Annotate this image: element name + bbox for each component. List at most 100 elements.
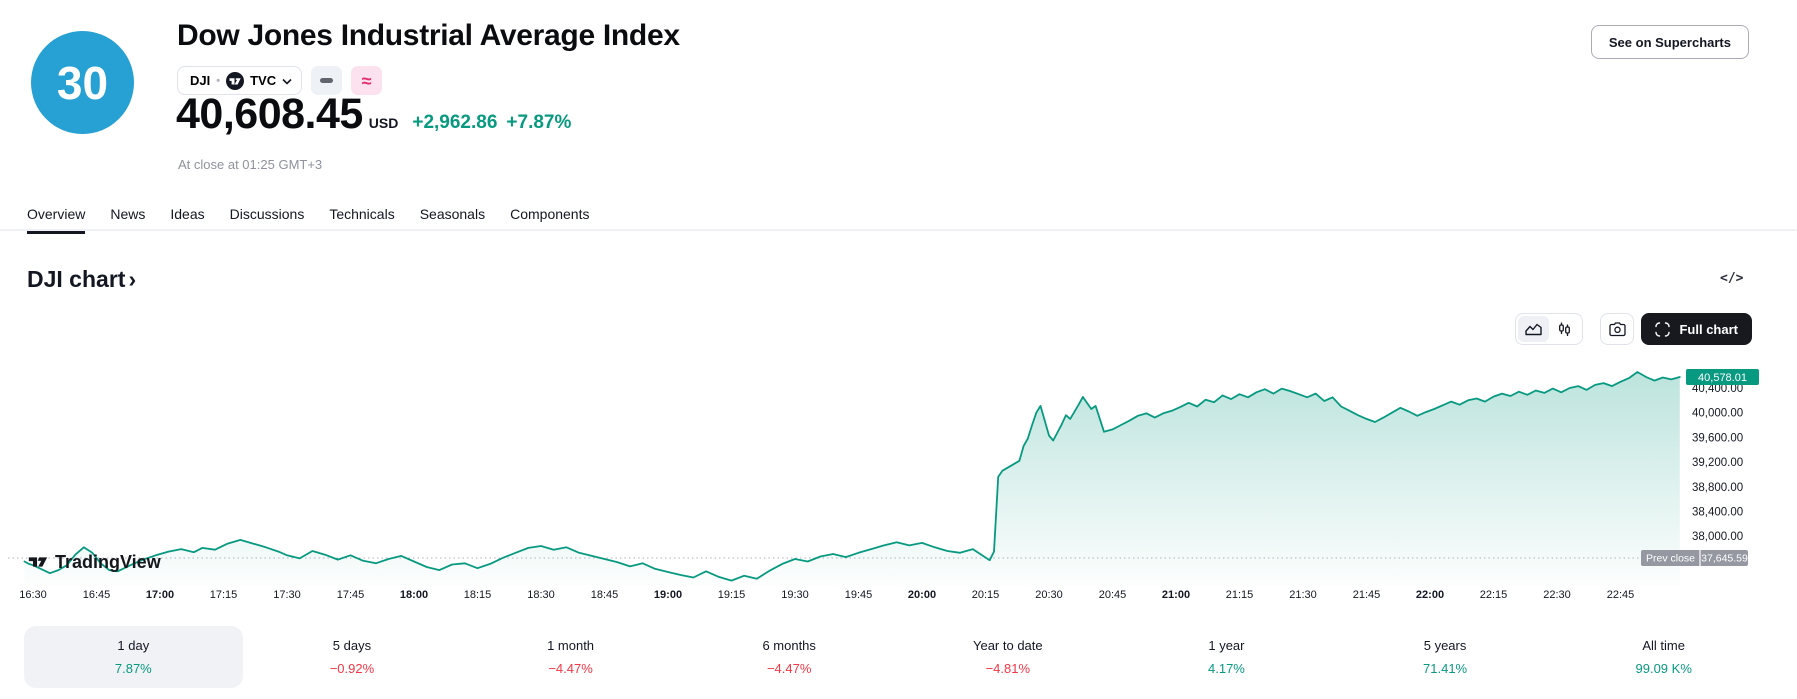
period-change-value: −4.47%: [766, 661, 812, 676]
tab-bar: Overview News Ideas Discussions Technicals Se…: [27, 206, 589, 234]
x-axis-label: 18:15: [464, 589, 492, 601]
fullscreen-icon: [1655, 321, 1671, 337]
x-axis-label: 20:00: [908, 589, 936, 601]
price-currency: USD: [368, 115, 399, 131]
x-axis-label: 17:30: [273, 589, 301, 601]
last-price: 40,608.45: [176, 90, 363, 138]
tradingview-watermark[interactable]: TradingView: [27, 551, 161, 573]
area-chart-icon: [1525, 323, 1543, 335]
chart-section-link[interactable]: DJI chart ›: [27, 266, 136, 293]
period-1-year[interactable]: 1 year 4.17%: [1117, 626, 1336, 688]
period-5-days[interactable]: 5 days −0.92%: [243, 626, 462, 688]
symbol-exchange: TVC: [250, 73, 277, 88]
candles-chart-icon: [1559, 322, 1571, 336]
symbol-logo: 30: [31, 31, 134, 134]
period-change-value: 7.87%: [114, 661, 152, 676]
symbol-logo-text: 30: [56, 56, 109, 109]
tabs-divider: [0, 229, 1797, 231]
y-axis-label: 39,200.00: [1692, 457, 1743, 469]
tab-ideas[interactable]: Ideas: [170, 206, 205, 222]
market-status-button[interactable]: [311, 66, 343, 95]
x-axis-label: 20:15: [972, 589, 1000, 601]
x-axis-label: 22:45: [1607, 589, 1635, 601]
watermark-text: TradingView: [55, 551, 161, 572]
period-label: 6 months: [762, 638, 816, 653]
period-year-to-date[interactable]: Year to date −4.81%: [899, 626, 1118, 688]
tab-components[interactable]: Components: [510, 206, 590, 222]
price-change-percent: +7.87%: [506, 112, 572, 133]
x-axis-label: 19:30: [781, 589, 809, 601]
period-change-value: −4.81%: [985, 661, 1031, 676]
camera-icon: [1609, 321, 1626, 336]
period-label: 5 days: [332, 638, 372, 653]
x-axis-label: 19:00: [654, 589, 682, 601]
embed-code-icon[interactable]: </>: [1720, 271, 1744, 286]
x-axis-label: 17:15: [210, 589, 238, 601]
tab-discussions[interactable]: Discussions: [229, 206, 305, 222]
period-change-value: 99.09 K%: [1635, 661, 1692, 676]
y-axis-label: 38,800.00: [1692, 482, 1743, 494]
period-label: 1 year: [1208, 638, 1245, 653]
svg-text:40,578.01: 40,578.01: [1698, 372, 1747, 384]
symbol-switcher[interactable]: DJI • TVC: [177, 66, 303, 95]
last-price-badge: 40,578.01: [1686, 369, 1759, 385]
x-axis-label: 22:15: [1480, 589, 1508, 601]
price-change-absolute: +2,962.86: [412, 112, 498, 133]
area-fill: [24, 372, 1680, 585]
y-axis-label: 40,000.00: [1692, 408, 1743, 420]
period-label: Year to date: [972, 638, 1043, 653]
x-axis-label: 19:15: [718, 589, 746, 601]
market-closed-icon: [320, 78, 334, 83]
period-selector: 1 day 7.87% 5 days −0.92% 1 month −4.47% 6 mon…: [24, 626, 1773, 688]
tab-news[interactable]: News: [110, 206, 146, 222]
x-axis-label: 18:45: [591, 589, 619, 601]
symbol-ticker: DJI: [190, 73, 211, 88]
period-change-value: −0.92%: [329, 661, 375, 676]
period-label: 1 month: [547, 638, 595, 653]
svg-text:37,645.59: 37,645.59: [1701, 553, 1748, 565]
x-axis-label: 19:45: [845, 589, 873, 601]
candles-chart-style-button[interactable]: [1549, 316, 1580, 342]
full-chart-button[interactable]: Full chart: [1641, 313, 1752, 345]
x-axis-label: 21:45: [1353, 589, 1381, 601]
symbol-row: DJI • TVC ≈: [177, 66, 383, 95]
area-chart-style-button[interactable]: [1518, 316, 1550, 342]
x-axis-label: 20:30: [1035, 589, 1063, 601]
chart-section-title: DJI chart: [27, 266, 126, 292]
page-title: Dow Jones Industrial Average Index: [177, 19, 680, 52]
y-axis-label: 40,400.00: [1692, 383, 1743, 395]
tradingview-logo-icon: [226, 71, 245, 90]
period-all-time[interactable]: All time 99.09 K%: [1554, 626, 1773, 688]
snapshot-button[interactable]: [1600, 313, 1635, 345]
x-axis-label: 22:30: [1543, 589, 1571, 601]
svg-text:Prev close: Prev close: [1646, 553, 1695, 565]
period-label: All time: [1642, 638, 1685, 653]
y-axis-label: 39,600.00: [1692, 432, 1743, 444]
price-chart[interactable]: 40,400.00 40,000.00 39,600.00 39,200.00 38,8…: [0, 330, 1797, 615]
x-axis-label: 17:00: [146, 589, 174, 601]
tab-technicals[interactable]: Technicals: [329, 206, 395, 222]
approx-status-button[interactable]: ≈: [351, 66, 383, 95]
tab-overview[interactable]: Overview: [27, 206, 86, 234]
x-axis-label: 22:00: [1416, 589, 1444, 601]
x-axis-label: 20:45: [1099, 589, 1127, 601]
full-chart-label: Full chart: [1679, 321, 1738, 337]
market-close-note: At close at 01:25 GMT+3: [178, 157, 323, 172]
y-axis-label: 38,400.00: [1692, 507, 1743, 519]
price-row: 40,608.45 USD +2,962.86 +7.87%: [176, 90, 571, 139]
period-5-years[interactable]: 5 years 71.41%: [1336, 626, 1555, 688]
period-6-months[interactable]: 6 months −4.47%: [680, 626, 899, 688]
chevron-right-icon: ›: [128, 266, 137, 292]
x-axis-label: 17:45: [337, 589, 365, 601]
x-axis-label: 21:30: [1289, 589, 1317, 601]
period-change-value: −4.47%: [548, 661, 593, 676]
tradingview-logo-icon: [28, 557, 48, 567]
tab-seasonals[interactable]: Seasonals: [419, 206, 486, 222]
period-1-day[interactable]: 1 day 7.87%: [24, 626, 243, 688]
period-1-month[interactable]: 1 month −4.47%: [461, 626, 680, 688]
chart-toolbar: Full chart: [1515, 313, 1752, 345]
see-on-supercharts-button[interactable]: See on Supercharts: [1590, 25, 1749, 59]
period-label: 1 day: [117, 638, 150, 653]
chevron-down-icon: [282, 73, 292, 88]
